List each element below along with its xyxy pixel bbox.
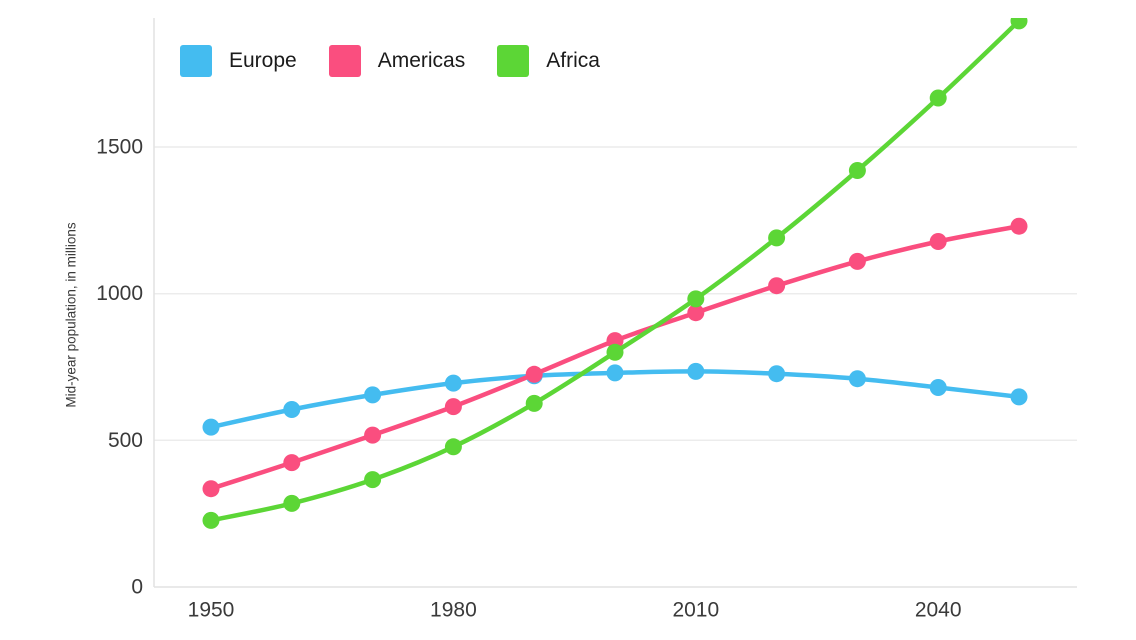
tick-layer: 0 500 1000 1500 1950 1980 2010 2040 bbox=[96, 136, 961, 622]
grid-layer bbox=[153, 18, 1077, 588]
legend-item-africa[interactable]: Africa bbox=[497, 45, 600, 77]
y-tick-label-1000: 1000 bbox=[96, 282, 143, 305]
data-point-africa-2000 bbox=[606, 343, 624, 361]
data-point-europe-2040 bbox=[929, 379, 947, 396]
data-point-africa-1950 bbox=[202, 511, 220, 529]
data-point-africa-2040 bbox=[929, 89, 947, 107]
legend-swatch-africa bbox=[497, 45, 530, 77]
data-point-europe-1960 bbox=[283, 401, 301, 418]
data-point-europe-1970 bbox=[364, 386, 382, 404]
data-point-americas-2000 bbox=[606, 332, 624, 350]
chart-legend: Europe Americas Africa bbox=[180, 45, 600, 77]
y-tick-label-500: 500 bbox=[108, 429, 143, 452]
data-point-americas-1960 bbox=[283, 454, 301, 472]
data-point-africa-1970 bbox=[364, 471, 382, 489]
legend-label-europe: Europe bbox=[229, 49, 297, 72]
data-point-americas-2050 bbox=[1010, 217, 1028, 235]
y-tick-label-1500: 1500 bbox=[96, 136, 143, 159]
x-tick-label-2010: 2010 bbox=[672, 599, 719, 622]
x-tick-label-1950: 1950 bbox=[188, 599, 235, 622]
series-layer bbox=[202, 18, 1028, 529]
data-point-europe-2010 bbox=[687, 362, 705, 380]
data-point-africa-1960 bbox=[283, 494, 301, 512]
data-point-americas-1950 bbox=[202, 480, 220, 498]
data-point-americas-2010 bbox=[687, 304, 705, 322]
data-point-americas-2020 bbox=[768, 277, 786, 295]
data-point-americas-2030 bbox=[848, 252, 866, 270]
x-tick-label-1980: 1980 bbox=[430, 599, 477, 622]
data-point-africa-2020 bbox=[768, 229, 786, 247]
legend-label-americas: Americas bbox=[377, 49, 466, 72]
data-point-africa-1980 bbox=[444, 438, 462, 456]
data-point-europe-2030 bbox=[848, 370, 866, 388]
legend-item-europe[interactable]: Europe bbox=[180, 45, 297, 77]
data-point-africa-2030 bbox=[848, 162, 866, 179]
y-axis-title: Mid-year population, in millions bbox=[64, 222, 79, 408]
data-point-americas-1990 bbox=[525, 365, 543, 383]
x-tick-label-2040: 2040 bbox=[915, 599, 962, 622]
data-point-africa-2010 bbox=[687, 290, 705, 308]
legend-swatch-europe bbox=[180, 45, 212, 77]
data-point-europe-1980 bbox=[444, 374, 462, 392]
data-point-europe-1950 bbox=[202, 418, 220, 436]
y-tick-label-0: 0 bbox=[131, 576, 143, 599]
legend-item-americas[interactable]: Americas bbox=[328, 45, 466, 77]
data-point-africa-1990 bbox=[525, 394, 543, 412]
series-line-africa bbox=[208, 18, 1022, 523]
data-point-europe-2020 bbox=[768, 365, 786, 383]
data-point-europe-2000 bbox=[606, 364, 624, 382]
data-point-americas-1980 bbox=[444, 398, 462, 416]
legend-label-africa: Africa bbox=[546, 49, 600, 72]
data-point-americas-1970 bbox=[364, 426, 382, 444]
data-point-africa-2050 bbox=[1010, 18, 1028, 30]
legend-swatch-americas bbox=[328, 45, 361, 77]
data-point-americas-2040 bbox=[929, 233, 947, 250]
data-point-europe-2050 bbox=[1010, 388, 1028, 406]
